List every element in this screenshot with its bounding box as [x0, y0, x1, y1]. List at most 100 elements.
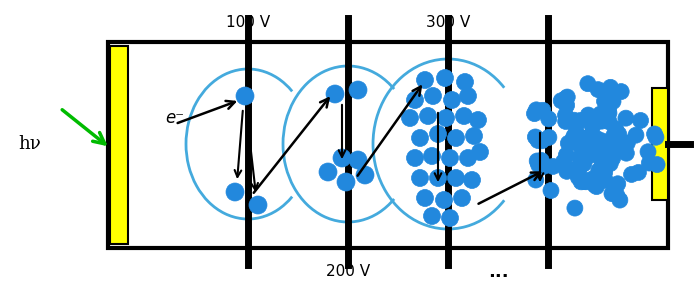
Ellipse shape — [573, 174, 589, 190]
Ellipse shape — [531, 157, 547, 173]
Text: e⁻: e⁻ — [165, 109, 185, 127]
Ellipse shape — [608, 121, 624, 137]
Ellipse shape — [584, 139, 600, 155]
Ellipse shape — [570, 128, 587, 144]
Ellipse shape — [578, 141, 594, 157]
Ellipse shape — [583, 127, 599, 143]
Ellipse shape — [605, 93, 621, 109]
Ellipse shape — [402, 109, 419, 126]
Ellipse shape — [444, 91, 461, 108]
Ellipse shape — [584, 119, 601, 135]
Ellipse shape — [567, 200, 583, 216]
Ellipse shape — [430, 126, 447, 143]
Ellipse shape — [608, 186, 624, 203]
Ellipse shape — [590, 135, 606, 151]
Bar — [108, 42, 668, 248]
Ellipse shape — [533, 152, 550, 168]
Ellipse shape — [566, 112, 582, 128]
Ellipse shape — [589, 131, 605, 146]
Ellipse shape — [594, 113, 610, 129]
Ellipse shape — [582, 140, 598, 156]
Ellipse shape — [610, 126, 626, 142]
Ellipse shape — [570, 127, 585, 143]
Ellipse shape — [592, 172, 608, 188]
Ellipse shape — [640, 144, 656, 160]
Ellipse shape — [564, 162, 579, 178]
Ellipse shape — [528, 172, 544, 188]
Ellipse shape — [649, 157, 665, 173]
Ellipse shape — [613, 83, 629, 100]
Text: 300 V: 300 V — [426, 14, 470, 29]
Ellipse shape — [633, 113, 649, 128]
Ellipse shape — [577, 172, 592, 188]
Ellipse shape — [407, 150, 424, 166]
Ellipse shape — [333, 149, 351, 167]
Ellipse shape — [534, 133, 550, 149]
Ellipse shape — [540, 111, 556, 127]
Ellipse shape — [535, 102, 551, 118]
Text: 100 V: 100 V — [226, 14, 270, 29]
Ellipse shape — [603, 79, 619, 95]
Ellipse shape — [526, 106, 542, 122]
Text: ...: ... — [488, 263, 508, 281]
Ellipse shape — [591, 163, 607, 178]
Ellipse shape — [442, 210, 458, 226]
Ellipse shape — [527, 129, 543, 145]
Ellipse shape — [437, 69, 454, 86]
Ellipse shape — [470, 111, 486, 128]
Ellipse shape — [596, 164, 612, 180]
Ellipse shape — [456, 74, 473, 91]
Ellipse shape — [592, 106, 608, 122]
Ellipse shape — [580, 136, 596, 152]
Ellipse shape — [599, 139, 615, 155]
Ellipse shape — [560, 135, 576, 151]
Ellipse shape — [618, 110, 634, 126]
Ellipse shape — [454, 190, 470, 206]
Ellipse shape — [606, 128, 622, 144]
Ellipse shape — [593, 151, 609, 167]
Ellipse shape — [603, 147, 618, 163]
Ellipse shape — [573, 158, 589, 174]
Ellipse shape — [602, 156, 618, 172]
Ellipse shape — [575, 142, 591, 158]
Ellipse shape — [430, 170, 447, 186]
Ellipse shape — [604, 186, 620, 202]
Ellipse shape — [559, 89, 575, 105]
Ellipse shape — [545, 158, 561, 174]
Ellipse shape — [226, 183, 244, 201]
Ellipse shape — [416, 190, 433, 206]
Ellipse shape — [571, 136, 587, 153]
Ellipse shape — [628, 127, 644, 143]
Ellipse shape — [608, 141, 623, 157]
Ellipse shape — [579, 143, 594, 159]
Ellipse shape — [319, 163, 337, 181]
Ellipse shape — [556, 153, 572, 170]
Ellipse shape — [601, 114, 617, 130]
Ellipse shape — [559, 163, 575, 179]
Ellipse shape — [572, 113, 588, 128]
Text: 200 V: 200 V — [326, 265, 370, 280]
Ellipse shape — [578, 174, 594, 190]
Ellipse shape — [601, 137, 617, 153]
Ellipse shape — [558, 91, 574, 107]
Ellipse shape — [412, 170, 428, 186]
Ellipse shape — [447, 129, 465, 146]
Ellipse shape — [541, 129, 557, 145]
Ellipse shape — [641, 155, 657, 171]
Ellipse shape — [349, 151, 367, 169]
Ellipse shape — [424, 88, 442, 104]
Ellipse shape — [535, 158, 551, 175]
Ellipse shape — [610, 176, 626, 192]
Ellipse shape — [349, 81, 367, 99]
Ellipse shape — [601, 143, 617, 159]
Ellipse shape — [543, 183, 559, 198]
Ellipse shape — [424, 208, 440, 225]
Ellipse shape — [407, 91, 424, 108]
Ellipse shape — [592, 144, 608, 160]
Ellipse shape — [601, 144, 617, 160]
Ellipse shape — [577, 140, 593, 156]
Ellipse shape — [456, 108, 472, 124]
Ellipse shape — [249, 196, 267, 214]
Ellipse shape — [624, 166, 640, 182]
Ellipse shape — [647, 126, 663, 142]
